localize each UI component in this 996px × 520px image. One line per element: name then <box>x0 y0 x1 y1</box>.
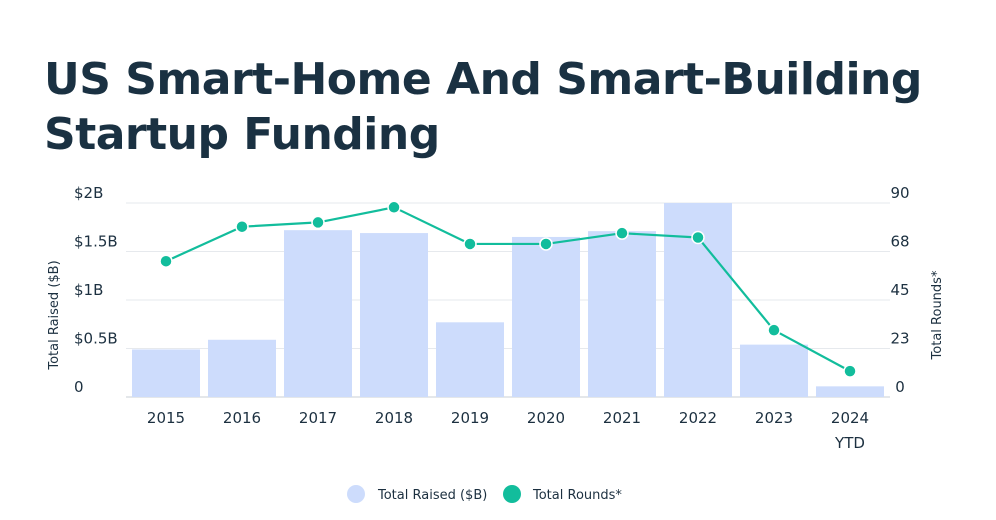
bar-2019 <box>436 322 504 397</box>
x-axis-tick-2016: 2016 <box>223 409 261 427</box>
bar-2020 <box>512 236 580 397</box>
chart-title: US Smart-Home And Smart-Building Startup… <box>44 52 944 162</box>
x-axis-tick-2017: 2017 <box>299 409 337 427</box>
bar-2021 <box>588 231 656 397</box>
x-axis-tick-2019: 2019 <box>451 409 489 427</box>
bar-2018 <box>360 233 428 397</box>
left-axis-tick: 0 <box>74 378 84 396</box>
left-axis-tick: $0.5B <box>74 330 118 348</box>
x-axis-tick-2020: 2020 <box>527 409 565 427</box>
rounds-point-2024 <box>843 364 857 378</box>
legend-label-total-raised: Total Raised ($B) <box>377 488 487 503</box>
bar-series <box>132 203 884 397</box>
x-axis-ticks: 2015 2016 2017 2018 2019 2020 2021 2022 2023 2024… <box>147 409 869 452</box>
x-axis-tick-2015: 2015 <box>147 409 185 427</box>
left-axis-tick: $1.5B <box>74 233 118 251</box>
right-axis-label: Total Rounds* <box>930 270 945 360</box>
legend-label-total-rounds: Total Rounds* <box>532 488 622 503</box>
rounds-point-2022 <box>691 230 705 245</box>
rounds-point-2016 <box>235 219 249 234</box>
right-axis-tick: 90 <box>890 184 909 202</box>
rounds-point-2020 <box>539 237 553 251</box>
bar-2016 <box>208 339 276 397</box>
rounds-line <box>165 206 851 373</box>
right-axis-ticks: 0 23 45 68 90 <box>890 184 909 396</box>
x-axis-subtick-2024: YTD <box>834 434 865 452</box>
rounds-point-2023 <box>767 323 781 337</box>
rounds-point-2018 <box>387 200 401 215</box>
right-axis-tick: 0 <box>895 378 905 396</box>
x-axis-tick-2023: 2023 <box>755 409 793 427</box>
left-axis-tick: $2B <box>74 184 103 202</box>
bar-2023 <box>740 344 808 397</box>
rounds-point-2021 <box>615 226 629 240</box>
right-axis-tick: 23 <box>890 330 909 348</box>
x-axis-tick-2018: 2018 <box>375 409 413 427</box>
rounds-point-2015 <box>159 254 173 268</box>
left-axis-label: Total Raised ($B) <box>47 260 62 370</box>
chart-title-line-2: Startup Funding <box>44 109 440 160</box>
x-axis-tick-2024: 2024 <box>831 409 869 427</box>
rounds-point-2017 <box>311 215 325 230</box>
legend: Total Raised ($B) Total Rounds* <box>347 485 622 503</box>
line-series <box>159 200 857 378</box>
x-axis-tick-2022: 2022 <box>679 409 717 427</box>
bar-2017 <box>284 230 352 397</box>
chart-title-line-1: US Smart-Home And Smart-Building <box>44 54 922 105</box>
right-axis-tick: 45 <box>890 281 909 299</box>
x-axis-tick-2021: 2021 <box>603 409 641 427</box>
left-axis-ticks: 0 $0.5B $1B $1.5B $2B <box>74 184 118 396</box>
right-axis-tick: 68 <box>890 233 909 251</box>
legend-swatch-total-raised <box>347 485 365 503</box>
bar-2015 <box>132 349 200 397</box>
rounds-point-2019 <box>463 237 477 251</box>
bar-2024 <box>816 386 884 397</box>
left-axis-tick: $1B <box>74 281 103 299</box>
legend-swatch-total-rounds <box>503 485 521 503</box>
